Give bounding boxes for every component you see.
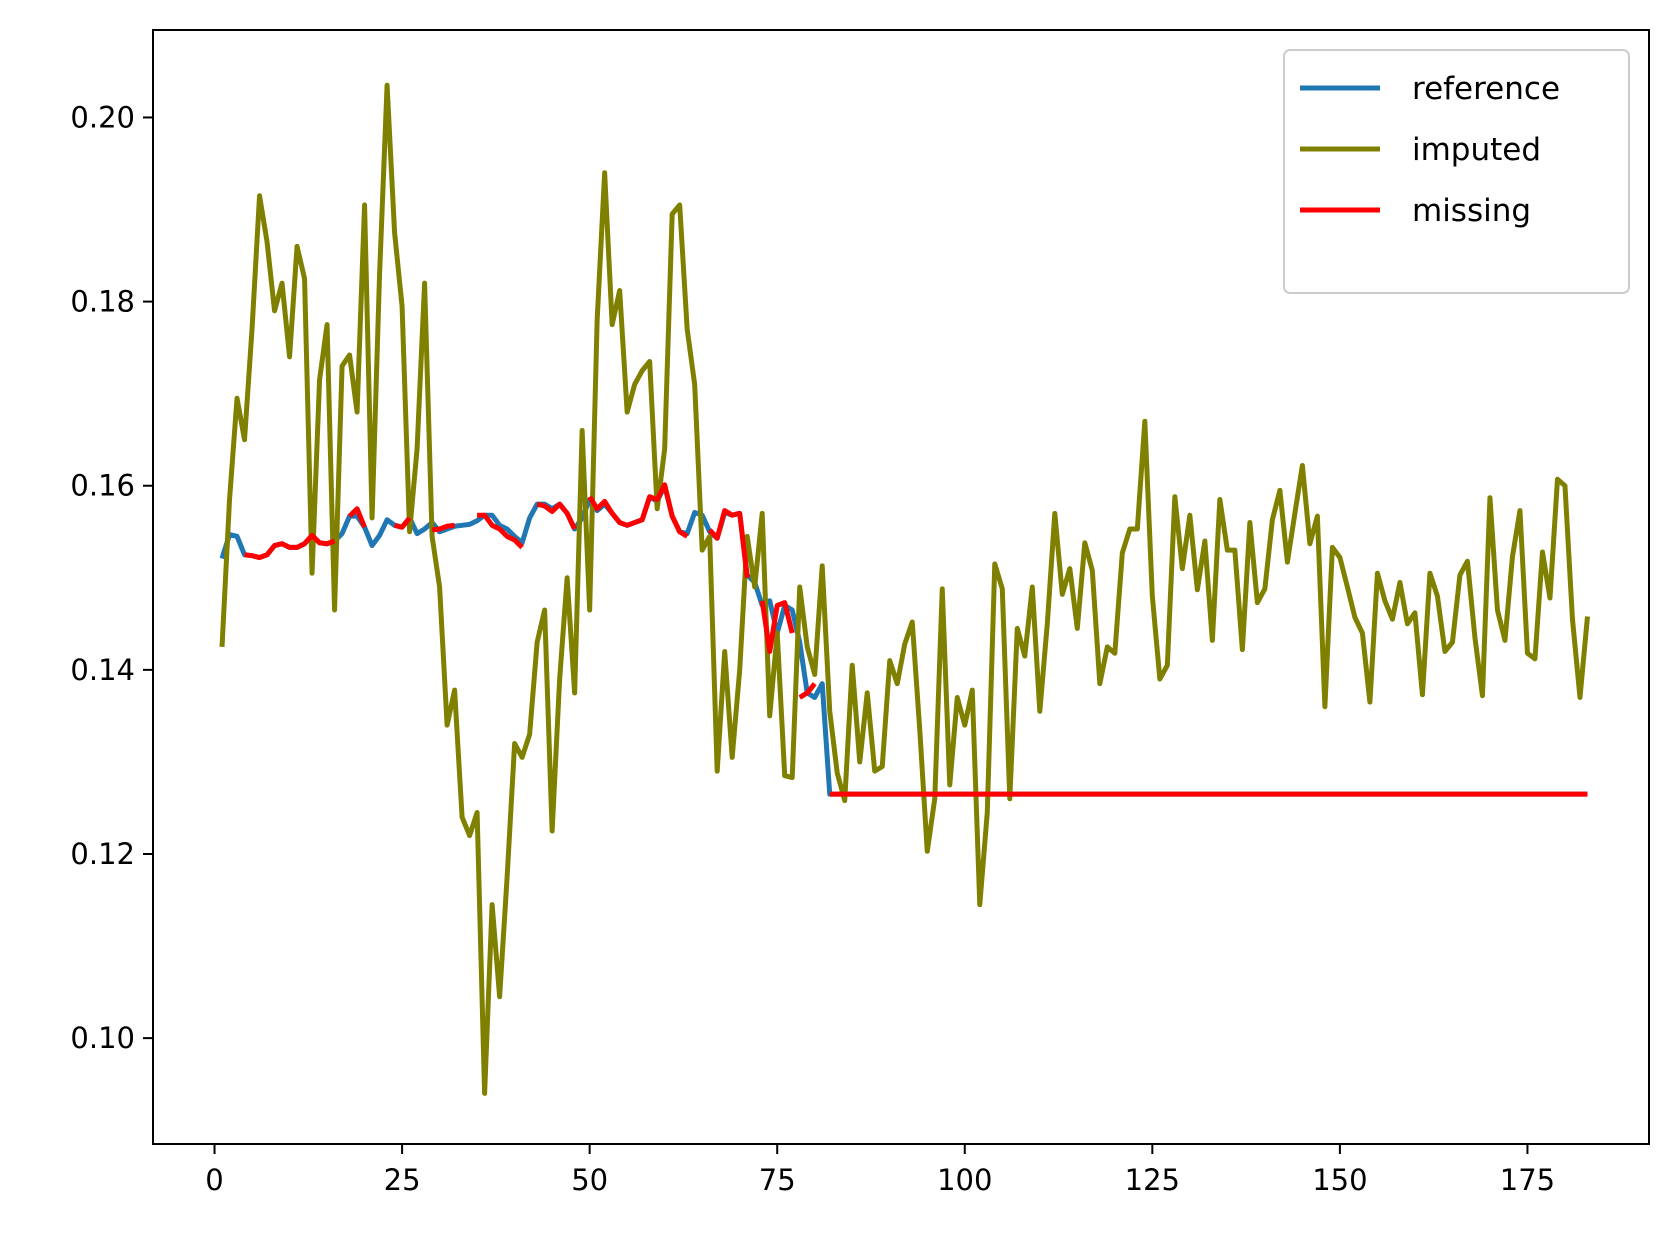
y-axis: 0.10 0.12 0.14 0.16 0.18 0.20	[70, 100, 153, 1055]
plot-frame	[152, 29, 1650, 1145]
missing-series-line-1	[347, 506, 367, 529]
legend-label-missing: missing	[1412, 193, 1531, 229]
y-tick-label-5: 0.20	[70, 100, 135, 134]
missing-series-line-9	[798, 682, 817, 700]
x-tick-label-4: 100	[937, 1163, 992, 1197]
y-tick-label-2: 0.14	[70, 653, 135, 687]
x-tick-label-5: 125	[1125, 1163, 1180, 1197]
missing-series-line-8	[759, 600, 795, 654]
legend-box	[1283, 49, 1630, 294]
x-tick-label-1: 25	[384, 1163, 421, 1197]
y-tick-label-4: 0.18	[70, 285, 135, 319]
x-tick-label-6: 150	[1312, 1163, 1367, 1197]
y-tick-label-3: 0.16	[70, 469, 135, 503]
missing-series-line-3	[431, 522, 455, 533]
legend: reference imputed missing	[1283, 49, 1630, 294]
imputed-series-line	[219, 82, 1590, 1096]
y-tick-label-0: 0.10	[70, 1021, 135, 1055]
missing-series-line-4	[477, 512, 524, 550]
x-tick-label-3: 75	[759, 1163, 796, 1197]
x-tick-label-7: 175	[1500, 1163, 1555, 1197]
x-axis: 0 25 50 75 100 125 150 175	[205, 1144, 1555, 1197]
x-tick-label-0: 0	[205, 1163, 223, 1197]
missing-series-line-5	[536, 501, 577, 531]
legend-label-imputed: imputed	[1412, 132, 1541, 168]
missing-series-line-2	[393, 516, 412, 530]
missing-series-line-0	[244, 532, 336, 561]
series-layer	[219, 82, 1590, 1096]
missing-series-line-7	[707, 508, 750, 579]
missing-series-line-6	[587, 482, 689, 539]
x-tick-label-2: 50	[571, 1163, 608, 1197]
y-tick-label-1: 0.12	[70, 837, 135, 871]
legend-label-reference: reference	[1412, 71, 1560, 107]
